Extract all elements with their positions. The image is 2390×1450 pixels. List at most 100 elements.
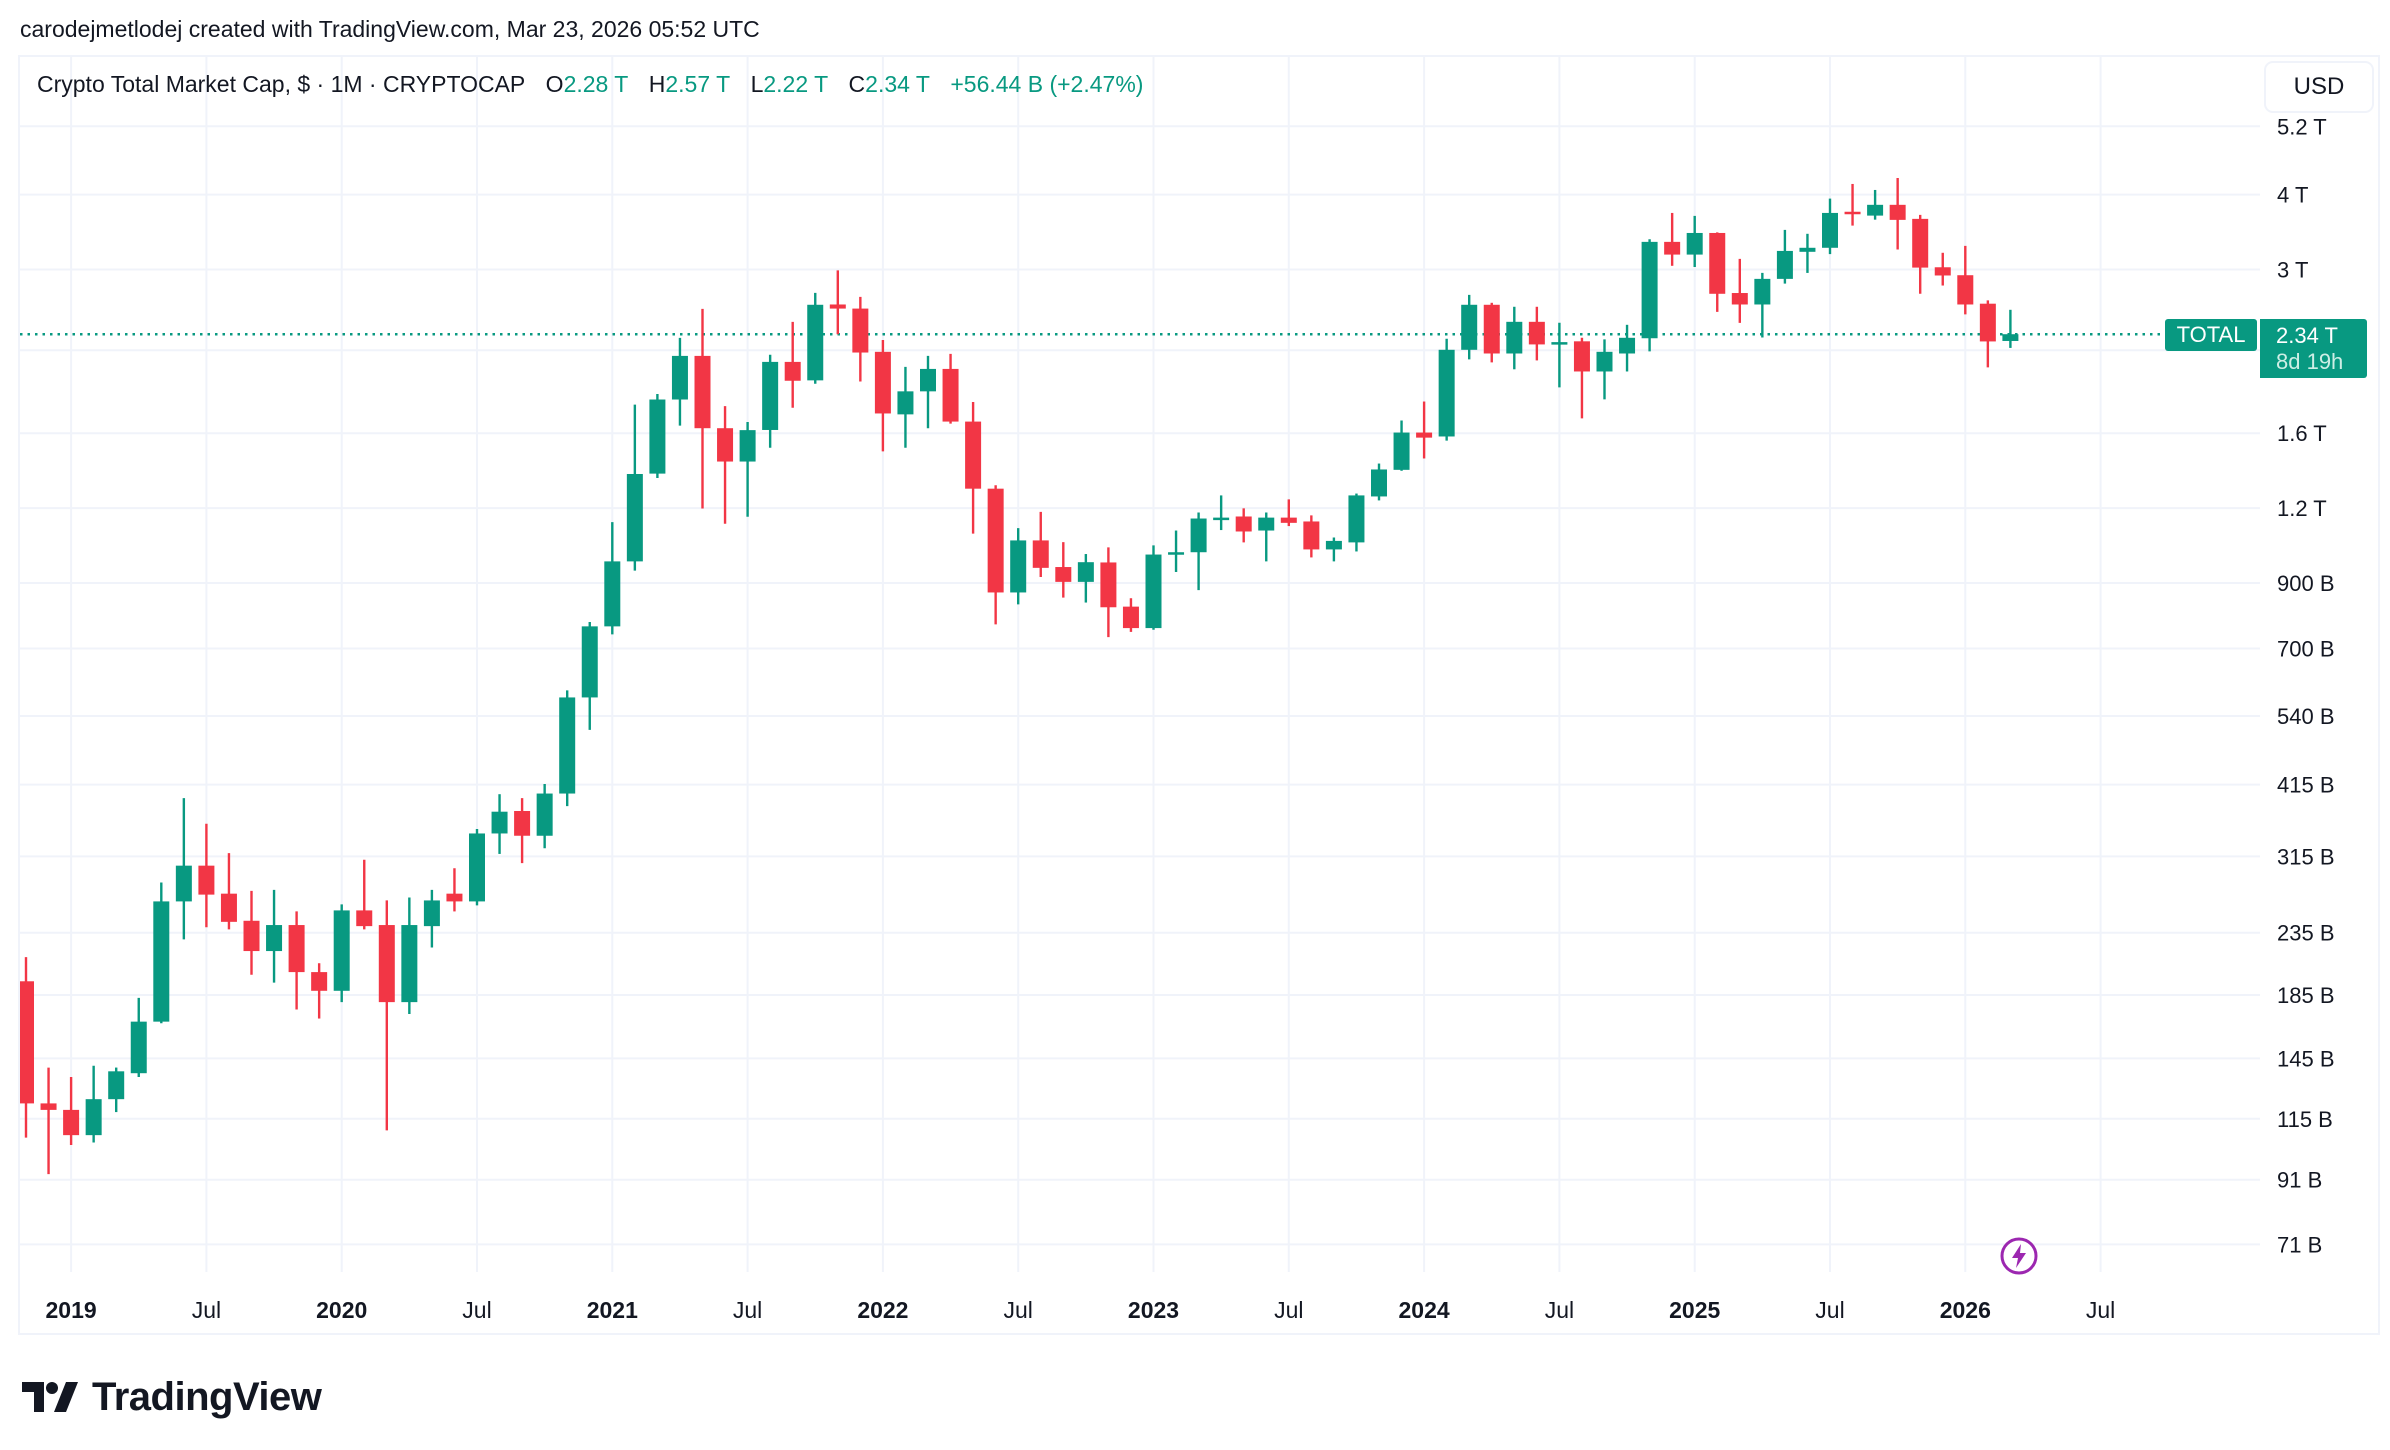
candle (1957, 245, 1974, 315)
candle-body (1619, 337, 1636, 354)
candle (1573, 337, 1590, 419)
candle-body (1280, 517, 1297, 523)
candle-body (920, 368, 936, 392)
candle (1122, 598, 1139, 632)
candle-body (1145, 554, 1162, 629)
candle (1325, 537, 1342, 562)
currency-button[interactable]: USD (2264, 61, 2374, 113)
candle-body (1258, 517, 1275, 531)
candle-body (1551, 342, 1568, 345)
grid-lines (20, 57, 2260, 1272)
time-axis-label: 2026 (1940, 1297, 1991, 1323)
candle-body (1979, 303, 1996, 342)
lightning-alert-icon[interactable] (1999, 1236, 2039, 1276)
candle (1528, 306, 1545, 361)
candle (40, 1067, 57, 1175)
candle (626, 404, 643, 571)
candle-body (739, 430, 756, 462)
candle (1416, 401, 1433, 459)
candle-body (1799, 247, 1816, 252)
price-axis-label: 315 B (2277, 844, 2335, 869)
tradingview-logo-text: TradingView (92, 1374, 322, 1419)
last-price-value: 2.34 T (2276, 323, 2338, 348)
candle (1032, 511, 1049, 578)
time-axis[interactable]: 2019 Jul 2020 Jul 2021 Jul 2022 Jul 2023 Jul 2024 J… (46, 1297, 2116, 1323)
candle (829, 270, 846, 335)
candle (1709, 232, 1726, 312)
candle (762, 354, 779, 448)
time-axis-label: Jul (1545, 1297, 1574, 1323)
candle (1641, 239, 1658, 352)
candle-body (1664, 241, 1681, 255)
price-axis-label: 145 B (2277, 1046, 2335, 1071)
candle-body (153, 901, 170, 1022)
price-axis-label: 91 B (2277, 1168, 2322, 1193)
candle-body (1506, 321, 1523, 354)
candle (1280, 499, 1297, 527)
candle-body (1754, 278, 1771, 305)
open-label: O (545, 71, 564, 97)
tradingview-logo[interactable]: TradingView (22, 1374, 322, 1419)
candle (1754, 272, 1771, 338)
candle-body (1957, 275, 1974, 305)
candle (1979, 300, 1996, 368)
open-value: 2.28 T (563, 71, 629, 97)
candle-body (762, 361, 779, 430)
chart-attribution: carodejmetlodej created with TradingView… (20, 16, 760, 42)
candle (852, 296, 869, 382)
time-axis-label: Jul (1003, 1297, 1032, 1323)
candle (153, 882, 170, 1024)
candle (243, 890, 260, 975)
candle-body (1596, 351, 1613, 372)
candle (333, 904, 350, 1003)
price-axis-label: 235 B (2277, 921, 2335, 946)
candle-body (1822, 212, 1838, 248)
candle (649, 393, 666, 479)
candle (198, 823, 215, 928)
candle-body (1100, 562, 1117, 608)
price-axis-label: 71 B (2277, 1232, 2322, 1257)
candle (1303, 515, 1320, 558)
candle-body (40, 1103, 57, 1110)
candle-body (1889, 204, 1906, 220)
candle-body (514, 810, 531, 836)
price-axis-label: 1.2 T (2277, 496, 2327, 521)
candle (1461, 294, 1478, 360)
candle (1731, 258, 1748, 323)
candle (311, 963, 328, 1019)
candle (1348, 493, 1365, 552)
candle (63, 1077, 80, 1145)
candle (446, 868, 463, 912)
candle (1483, 302, 1500, 363)
candle-body (1844, 211, 1861, 215)
candle-body (694, 355, 711, 429)
candle-body (288, 925, 305, 973)
candle (1822, 198, 1838, 255)
candle-body (491, 811, 508, 834)
price-axis[interactable]: 5.2 T 4 T 3 T 1.6 T 1.2 T 900 B 700 B 540 B 415 … (2277, 114, 2335, 1257)
candle-body (85, 1099, 102, 1136)
candle-body (401, 925, 418, 1003)
candle (469, 828, 485, 906)
candle (1799, 233, 1816, 273)
candle (581, 621, 598, 730)
candle (1934, 252, 1951, 286)
candle (1100, 547, 1117, 638)
candle-body (356, 910, 373, 927)
candle-body (175, 865, 192, 902)
time-axis-label: Jul (2086, 1297, 2115, 1323)
last-price-tag: 2.34 T 8d 19h (2260, 319, 2367, 378)
candle (739, 422, 756, 517)
candle-body (108, 1071, 125, 1100)
candle-body (807, 304, 824, 381)
time-axis-label: 2021 (587, 1297, 638, 1323)
close-value: 2.34 T (865, 71, 930, 97)
series-name-tag: TOTAL (2165, 319, 2257, 351)
candle-body (604, 561, 621, 627)
candle (2002, 309, 2019, 348)
candle (1213, 495, 1230, 531)
symbol-title[interactable]: Crypto Total Market Cap, $ · 1M · CRYPTO… (37, 71, 526, 97)
bar-countdown: 8d 19h (2276, 349, 2344, 374)
candle (1506, 306, 1523, 370)
